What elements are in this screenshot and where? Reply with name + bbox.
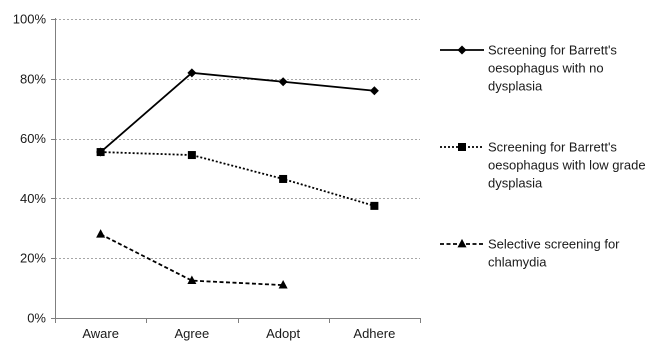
y-tick-label: 40% <box>20 191 46 206</box>
y-tick-label: 20% <box>20 251 46 266</box>
x-tick-labels: Aware Agree Adopt Adhere <box>82 326 395 341</box>
legend: Screening for Barrett's oesophagus with n… <box>440 43 646 270</box>
legend-label: oesophagus with no <box>488 61 604 76</box>
legend-entry: Selective screening for chlamydia <box>440 237 620 270</box>
x-tick-label: Adopt <box>266 326 300 341</box>
y-tick-label: 100% <box>13 12 47 27</box>
legend-entry: Screening for Barrett's oesophagus with n… <box>440 43 617 94</box>
legend-label: Selective screening for <box>488 237 620 252</box>
data-point <box>370 201 379 210</box>
y-tick-label: 60% <box>20 131 46 146</box>
data-point <box>279 174 288 183</box>
series-2 <box>96 148 379 210</box>
x-tick-label: Agree <box>175 326 210 341</box>
y-tick-label: 80% <box>20 71 46 86</box>
legend-marker <box>458 143 466 151</box>
data-point <box>187 275 197 285</box>
data-point <box>187 151 196 160</box>
y-tick-label: 0% <box>27 311 46 326</box>
series-1 <box>96 68 379 157</box>
series <box>96 68 379 289</box>
x-tick-label: Aware <box>82 326 119 341</box>
legend-label: Screening for Barrett's <box>488 43 617 58</box>
series-3 <box>96 229 288 289</box>
axes <box>51 18 421 323</box>
x-tick-label: Adhere <box>353 326 395 341</box>
legend-label: Screening for Barrett's <box>488 140 617 155</box>
data-point <box>369 86 379 96</box>
legend-marker <box>457 238 467 248</box>
legend-label: chlamydia <box>488 255 547 270</box>
legend-label: dysplasia <box>488 176 543 191</box>
legend-marker <box>457 45 467 55</box>
series-line <box>100 233 284 287</box>
data-point <box>187 68 197 78</box>
data-point <box>278 77 288 87</box>
series-line <box>100 151 375 207</box>
legend-entry: Screening for Barrett's oesophagus with l… <box>440 140 646 191</box>
legend-label: oesophagus with low grade <box>488 158 646 173</box>
data-point <box>96 229 106 238</box>
y-tick-labels: 0% 20% 40% 60% 80% 100% <box>13 12 47 326</box>
series-line <box>100 71 375 153</box>
data-point <box>96 148 105 157</box>
legend-label: dysplasia <box>488 79 543 94</box>
grid-lines <box>55 19 420 259</box>
data-point <box>278 280 288 289</box>
